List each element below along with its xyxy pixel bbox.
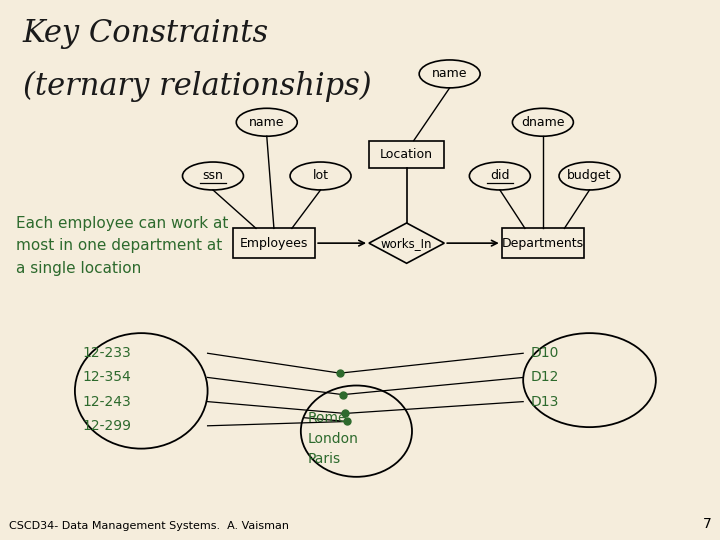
Text: Each employee can work at
most in one department at
a single location: Each employee can work at most in one de…: [16, 217, 228, 276]
Bar: [233, 228, 315, 258]
Text: works_In: works_In: [381, 237, 433, 249]
Ellipse shape: [523, 333, 656, 427]
Text: did: did: [490, 170, 510, 183]
Text: Rome: Rome: [308, 411, 348, 425]
Polygon shape: [369, 223, 444, 264]
Text: dname: dname: [521, 116, 564, 129]
Ellipse shape: [182, 162, 243, 190]
Text: (ternary relationships): (ternary relationships): [23, 71, 372, 103]
Text: 12-354: 12-354: [82, 370, 131, 384]
Text: Paris: Paris: [308, 452, 341, 466]
Ellipse shape: [236, 109, 297, 136]
Text: 12-233: 12-233: [82, 346, 131, 360]
Text: CSCD34- Data Management Systems.  A. Vaisman: CSCD34- Data Management Systems. A. Vais…: [9, 521, 289, 531]
Ellipse shape: [75, 333, 207, 449]
Ellipse shape: [559, 162, 620, 190]
Ellipse shape: [290, 162, 351, 190]
Text: name: name: [432, 68, 467, 80]
Text: lot: lot: [312, 170, 328, 183]
Text: Employees: Employees: [240, 237, 308, 249]
Bar: [369, 140, 444, 168]
Text: 12-243: 12-243: [82, 395, 131, 409]
Text: ssn: ssn: [202, 170, 223, 183]
Ellipse shape: [301, 386, 412, 477]
Text: D12: D12: [531, 370, 559, 384]
Ellipse shape: [469, 162, 531, 190]
Text: budget: budget: [567, 170, 612, 183]
Ellipse shape: [419, 60, 480, 88]
Bar: [502, 228, 584, 258]
Ellipse shape: [513, 109, 573, 136]
Text: 7: 7: [703, 517, 711, 531]
Text: name: name: [249, 116, 284, 129]
Text: D10: D10: [531, 346, 559, 360]
Text: D13: D13: [531, 395, 559, 409]
Text: Key Constraints: Key Constraints: [23, 17, 269, 49]
Text: 12-299: 12-299: [82, 419, 131, 433]
Text: Departments: Departments: [502, 237, 584, 249]
Text: Location: Location: [380, 148, 433, 161]
Text: London: London: [308, 432, 359, 446]
